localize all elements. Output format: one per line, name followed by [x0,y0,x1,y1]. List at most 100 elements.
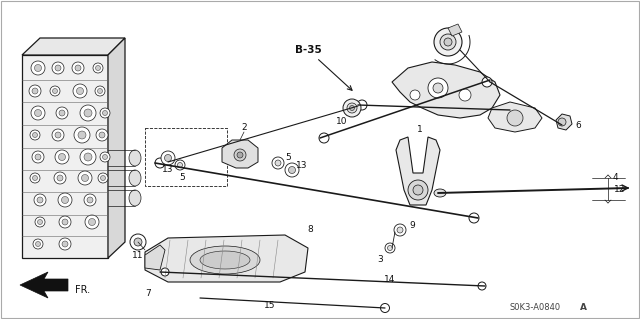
Circle shape [84,194,96,206]
Circle shape [501,105,511,115]
Circle shape [97,88,102,93]
Circle shape [469,213,479,223]
Circle shape [56,107,68,119]
Polygon shape [556,114,572,130]
Circle shape [357,100,367,110]
Circle shape [93,63,103,73]
Text: 14: 14 [384,276,396,285]
Circle shape [177,162,182,167]
Circle shape [84,153,92,161]
Circle shape [164,154,172,161]
Circle shape [37,197,43,203]
Circle shape [33,132,38,137]
Circle shape [175,160,185,170]
Text: 12: 12 [614,186,626,195]
Text: 8: 8 [307,226,313,234]
Circle shape [440,34,456,50]
Circle shape [161,268,169,276]
Circle shape [81,174,88,182]
Text: 4: 4 [612,174,618,182]
Circle shape [35,154,41,160]
Circle shape [33,239,43,249]
Polygon shape [22,55,108,258]
Circle shape [275,160,281,166]
Circle shape [102,154,108,160]
Circle shape [31,61,45,75]
Circle shape [55,132,61,138]
Polygon shape [392,62,500,118]
Circle shape [73,84,87,98]
Text: FR.: FR. [75,285,90,295]
Circle shape [84,109,92,117]
Circle shape [74,127,90,143]
Circle shape [410,90,420,100]
Text: 13: 13 [163,166,173,174]
Text: 5: 5 [285,153,291,162]
Text: 1: 1 [417,125,423,135]
Ellipse shape [200,251,250,269]
Polygon shape [222,140,258,168]
Circle shape [52,129,64,141]
Circle shape [434,28,462,56]
Circle shape [347,103,357,113]
Circle shape [33,175,38,181]
Circle shape [459,89,471,101]
Circle shape [155,158,165,168]
Circle shape [102,110,108,115]
Circle shape [30,130,40,140]
Circle shape [134,238,142,246]
Text: 3: 3 [377,256,383,264]
Polygon shape [396,137,440,205]
Circle shape [394,224,406,236]
Text: 15: 15 [264,301,276,310]
Circle shape [272,157,284,169]
Circle shape [130,234,146,250]
Circle shape [59,216,71,228]
Circle shape [237,152,243,158]
Polygon shape [108,38,125,258]
Circle shape [54,172,66,184]
Circle shape [433,83,443,93]
Circle shape [507,110,523,126]
Circle shape [100,175,106,181]
Circle shape [59,238,71,250]
Circle shape [85,215,99,229]
Circle shape [78,131,86,139]
Circle shape [413,185,423,195]
Circle shape [80,149,96,165]
Circle shape [100,152,110,162]
Polygon shape [145,245,165,270]
Circle shape [349,106,355,110]
Circle shape [35,64,42,71]
Circle shape [29,85,41,97]
Text: 9: 9 [409,221,415,231]
Circle shape [234,149,246,161]
Circle shape [444,38,452,46]
Circle shape [78,171,92,185]
Circle shape [57,175,63,181]
Circle shape [385,243,395,253]
Circle shape [38,219,42,225]
Circle shape [58,153,65,160]
Circle shape [285,163,299,177]
Circle shape [35,217,45,227]
Circle shape [35,241,40,247]
Circle shape [55,65,61,71]
Circle shape [72,62,84,74]
Text: A: A [580,303,587,313]
Circle shape [77,87,83,94]
Text: 5: 5 [179,173,185,182]
Ellipse shape [129,190,141,206]
Text: B-35: B-35 [294,45,352,90]
Polygon shape [145,235,308,282]
Ellipse shape [129,170,141,186]
Text: 13: 13 [296,160,308,169]
Circle shape [31,106,45,120]
Circle shape [88,219,95,226]
Polygon shape [20,272,68,298]
Circle shape [428,78,448,98]
Circle shape [96,129,108,141]
Ellipse shape [434,189,446,197]
Circle shape [408,180,428,200]
Circle shape [32,151,44,163]
